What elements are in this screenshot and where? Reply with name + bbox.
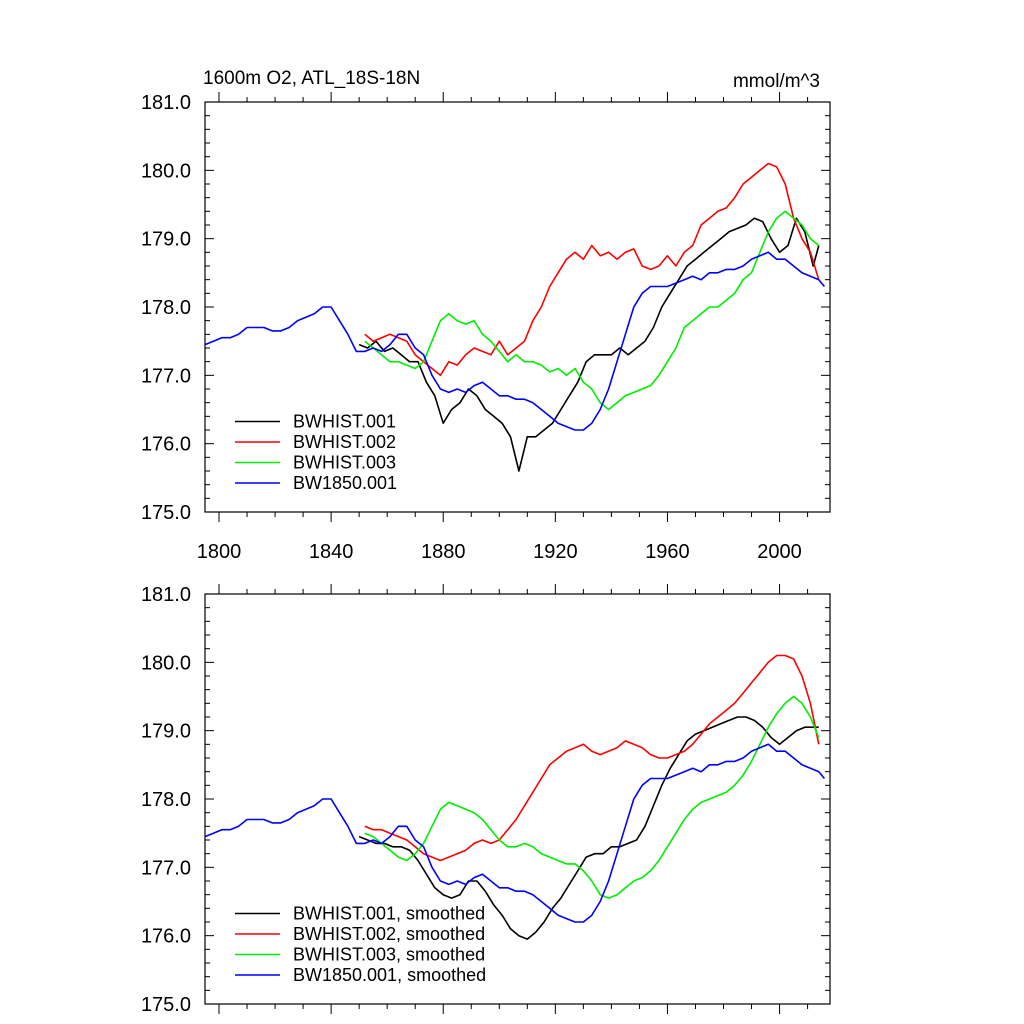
series-line-3 [205,743,826,923]
x-tick-label: 1880 [421,541,466,563]
series-line-3 [205,251,826,431]
legend-label-1: BWHIST.002 [293,432,396,452]
bottom-panel: 175.0 176.0 177.0 178.0 179.0 180.0 181.0 BWHIS… [141,584,831,1016]
y-tick-label: 179.0 [141,229,191,251]
series-line-1 [364,654,820,862]
top-panel: 175.0 176.0 177.0 178.0 179.0 180.0 181.0 1800 1… [141,68,831,563]
series-line-2 [364,210,820,411]
series-line-0 [358,716,819,940]
series-line-1 [364,162,820,377]
y-tick-label: 176.0 [141,926,191,948]
legend-label-0: BWHIST.001 [293,412,396,432]
legend-label-3: BW1850.001, smoothed [293,965,486,985]
legend-label-2: BWHIST.003, smoothed [293,945,485,965]
legend-label-3: BW1850.001 [293,473,397,493]
series-group [205,654,826,940]
x-tick-label: 1960 [645,541,690,563]
y-tick-label: 177.0 [141,857,191,879]
chart-title: 1600m O2, ATL_18S-18N [203,68,420,89]
y-tick-label: 178.0 [141,789,191,811]
x-tick-label: 1840 [309,541,354,563]
legend-label-2: BWHIST.003 [293,453,396,473]
y-tick-label: 181.0 [141,584,191,606]
series-line-2 [364,695,820,899]
series-group [205,162,826,472]
x-tick-label: 1800 [197,541,242,563]
legend-label-0: BWHIST.001, smoothed [293,904,485,924]
legend-label-1: BWHIST.002, smoothed [293,924,485,944]
y-tick-label: 175.0 [141,994,191,1016]
y-tick-label: 181.0 [141,92,191,114]
y-tick-label: 179.0 [141,721,191,743]
y-tick-label: 175.0 [141,502,191,524]
units-label: mmol/m^3 [733,71,820,92]
x-tick-label: 1920 [533,541,578,563]
y-tick-label: 176.0 [141,434,191,456]
y-tick-label: 178.0 [141,297,191,319]
y-tick-label: 180.0 [141,160,191,182]
y-tick-label: 180.0 [141,652,191,674]
x-tick-label: 2000 [757,541,802,563]
y-tick-label: 177.0 [141,365,191,387]
series-line-0 [358,217,820,472]
